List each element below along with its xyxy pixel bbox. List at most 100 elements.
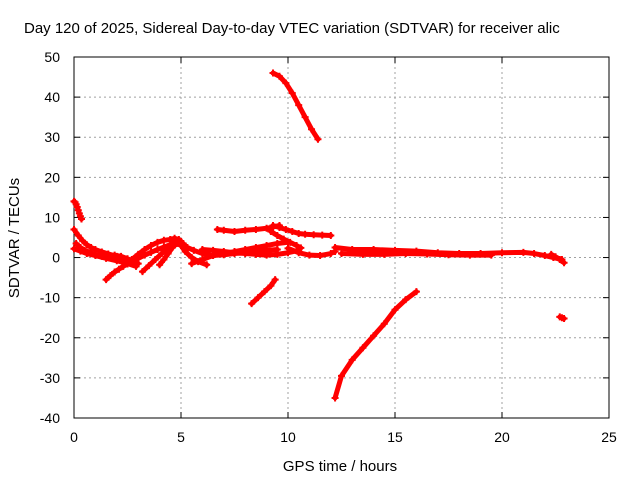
plus-marker <box>263 242 271 250</box>
series-trace <box>189 239 291 267</box>
plus-marker <box>113 257 121 265</box>
plus-marker <box>70 225 78 233</box>
plus-marker <box>273 250 281 258</box>
x-axis-label: GPS time / hours <box>283 458 397 475</box>
y-tick-label: 20 <box>44 169 60 185</box>
plus-marker <box>138 268 146 276</box>
plus-marker <box>181 248 189 256</box>
plus-marker <box>269 221 277 229</box>
plus-marker <box>134 250 142 258</box>
plus-marker <box>252 244 260 252</box>
plus-marker <box>293 242 301 250</box>
plus-marker <box>260 288 268 296</box>
plus-marker <box>70 245 78 253</box>
plus-marker <box>359 250 367 258</box>
x-tick-label: 0 <box>70 429 78 445</box>
grid-lines <box>74 57 609 418</box>
plus-marker <box>295 101 303 109</box>
plus-marker <box>254 294 262 302</box>
plus-marker <box>220 248 228 256</box>
plot-frame <box>73 56 610 419</box>
plus-marker <box>190 246 198 254</box>
plus-marker <box>252 250 260 258</box>
plus-marker <box>141 246 149 254</box>
y-tick-label: 0 <box>52 250 60 266</box>
data-series <box>331 288 420 402</box>
plus-marker <box>297 244 305 252</box>
y-tick-label: 40 <box>44 89 60 105</box>
plus-marker <box>301 230 309 238</box>
y-tick-label: -40 <box>40 410 60 426</box>
plus-marker <box>280 235 288 243</box>
plus-marker <box>412 288 420 296</box>
plus-marker <box>286 238 294 246</box>
plus-marker <box>487 251 495 259</box>
plus-marker <box>310 231 318 239</box>
plus-marker <box>72 240 80 248</box>
plus-marker <box>359 344 367 352</box>
data-series <box>188 238 292 268</box>
plus-marker <box>164 250 172 258</box>
data-series <box>269 221 335 239</box>
plus-marker <box>318 231 326 239</box>
plus-marker <box>111 268 119 276</box>
plus-marker <box>166 236 174 244</box>
plus-marker <box>275 223 283 231</box>
plus-marker <box>267 282 275 290</box>
series-trace <box>199 247 302 258</box>
plus-marker <box>556 256 564 264</box>
plus-marker <box>102 276 110 284</box>
plus-marker <box>241 226 249 234</box>
plus-marker <box>188 254 196 262</box>
plus-marker <box>466 251 474 259</box>
plus-marker <box>560 259 568 267</box>
plus-marker <box>423 250 431 258</box>
plus-marker <box>175 236 183 244</box>
x-tick-label: 15 <box>387 429 403 445</box>
plus-marker <box>147 248 155 256</box>
plus-marker <box>380 320 388 328</box>
series-trace <box>332 289 419 401</box>
plus-marker <box>117 252 125 260</box>
plus-marker <box>168 244 176 252</box>
plus-marker <box>498 249 506 257</box>
y-axis-label: SDTVAR / TECUs <box>6 178 23 298</box>
plus-marker <box>183 244 191 252</box>
plus-marker <box>231 227 238 235</box>
plus-marker <box>252 225 260 233</box>
chart-title: Day 120 of 2025, Sidereal Day-to-day VTE… <box>24 20 560 37</box>
plus-marker <box>111 251 119 259</box>
plus-marker <box>106 272 114 280</box>
plus-marker <box>370 332 378 340</box>
plus-marker <box>301 113 309 121</box>
plus-marker <box>198 246 206 254</box>
plus-marker <box>220 226 228 234</box>
plus-marker <box>248 300 256 308</box>
plus-marker <box>547 250 555 258</box>
plus-marker <box>79 237 87 245</box>
series-trace <box>548 251 567 266</box>
plus-marker <box>77 215 85 223</box>
data-series <box>556 313 568 323</box>
plus-marker <box>209 246 217 254</box>
plus-marker <box>121 260 129 268</box>
plus-marker <box>179 240 187 248</box>
plus-marker <box>128 256 136 264</box>
plus-marker <box>541 252 549 260</box>
plus-marker <box>288 227 296 235</box>
data-series <box>269 69 322 143</box>
plus-marker <box>231 249 238 257</box>
plus-marker <box>115 265 123 273</box>
plus-marker <box>402 296 410 304</box>
plus-marker <box>74 231 82 239</box>
plus-marker <box>331 244 339 252</box>
plus-marker <box>530 250 538 258</box>
series-trace <box>157 241 210 268</box>
data-series <box>267 227 305 252</box>
plus-marker <box>171 234 179 242</box>
plus-marker <box>83 250 91 258</box>
plus-marker <box>305 251 313 259</box>
axes: 0 5 10 15 20 25 -40 -30 -20 -10 0 10 20 30 40 50 <box>40 49 617 445</box>
plus-marker <box>153 238 161 246</box>
data-series <box>547 250 568 267</box>
